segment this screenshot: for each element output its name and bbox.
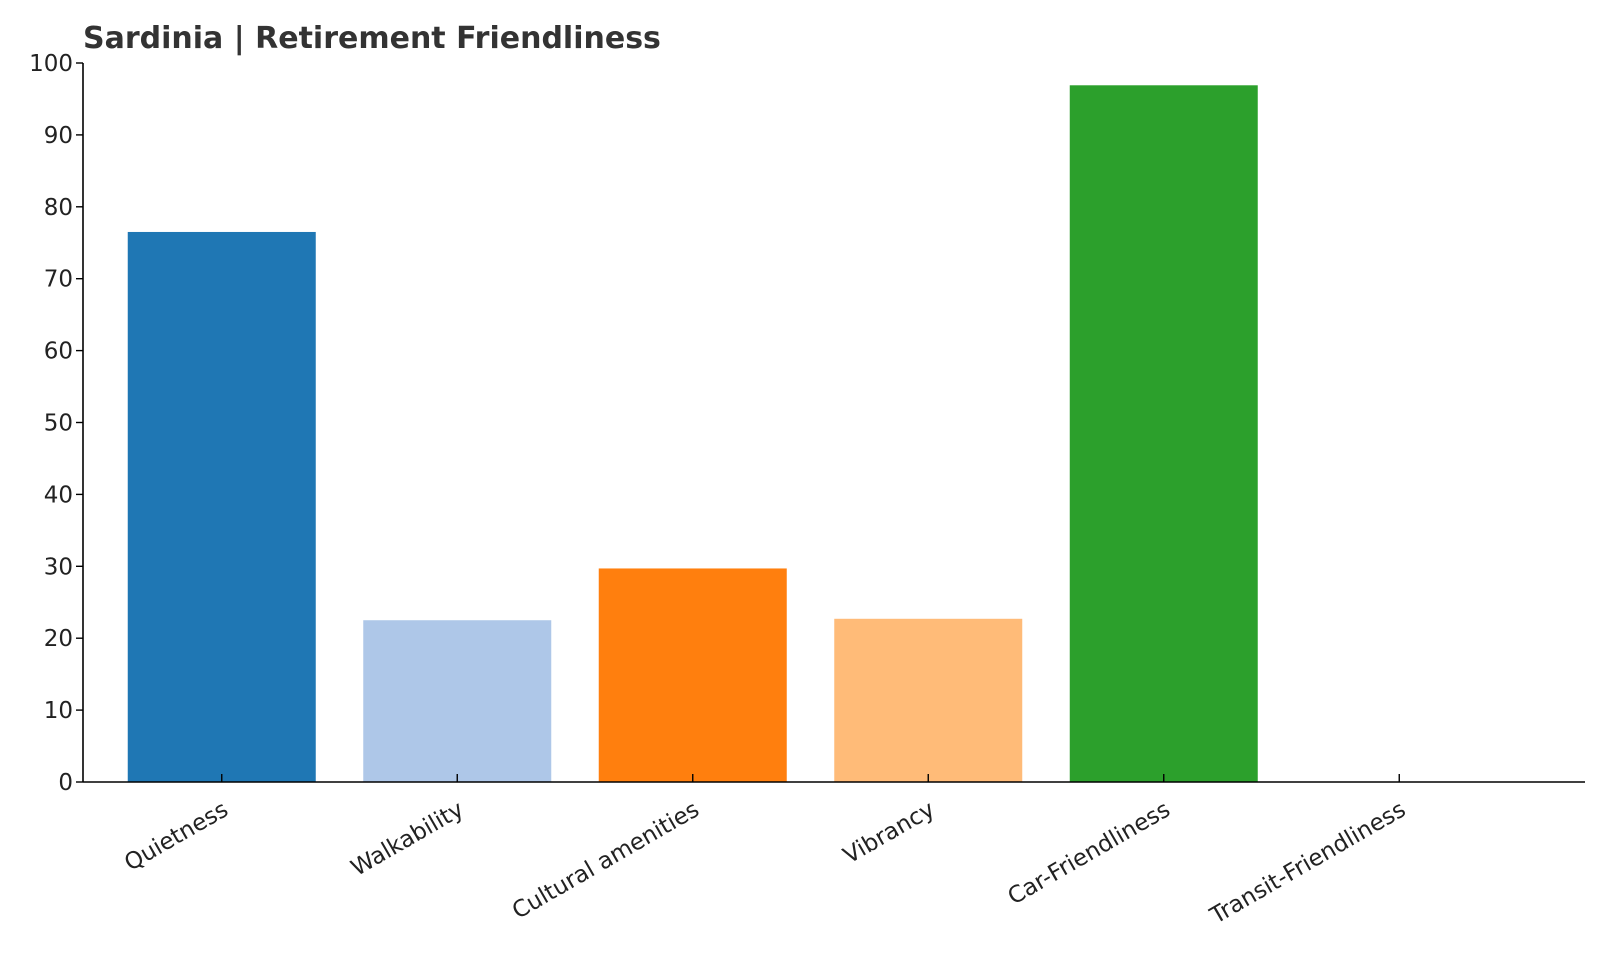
chart-title: Sardinia | Retirement Friendliness (83, 21, 661, 56)
x-tick-label-walkability: Walkability (347, 797, 468, 882)
bar-vibrancy (834, 618, 1023, 782)
bar-car-friendliness (1069, 85, 1258, 782)
x-tick-label-car-friendliness: Car-Friendliness (1004, 797, 1175, 911)
bar-cultural-amenities (598, 568, 787, 782)
y-tick-label-0: 0 (58, 770, 73, 796)
y-tick-label-70: 70 (44, 267, 73, 293)
y-tick-label-50: 50 (44, 411, 73, 437)
x-tick-label-quietness: Quietness (120, 797, 233, 877)
y-tick-label-100: 100 (29, 51, 73, 77)
x-tick-label-vibrancy: Vibrancy (839, 797, 939, 870)
bar-quietness (127, 231, 316, 783)
bars (127, 85, 1258, 783)
x-tick-label-cultural-amenities: Cultural amenities (508, 797, 704, 925)
y-tick-label-80: 80 (44, 195, 73, 221)
bar-walkability (363, 620, 552, 782)
y-tick-label-20: 20 (44, 626, 73, 652)
x-tick-label-transit-friendliness: Transit-Friendliness (1205, 797, 1410, 930)
y-tick-label-60: 60 (44, 339, 73, 365)
y-tick-label-30: 30 (44, 554, 73, 580)
y-tick-label-10: 10 (44, 698, 73, 724)
y-tick-label-40: 40 (44, 482, 73, 508)
y-tick-label-90: 90 (44, 123, 73, 149)
x-axis: Quietness Walkability Cultural amenities Vi… (83, 774, 1585, 930)
y-axis: 0 10 20 30 40 50 60 70 80 90 100 (29, 51, 84, 796)
